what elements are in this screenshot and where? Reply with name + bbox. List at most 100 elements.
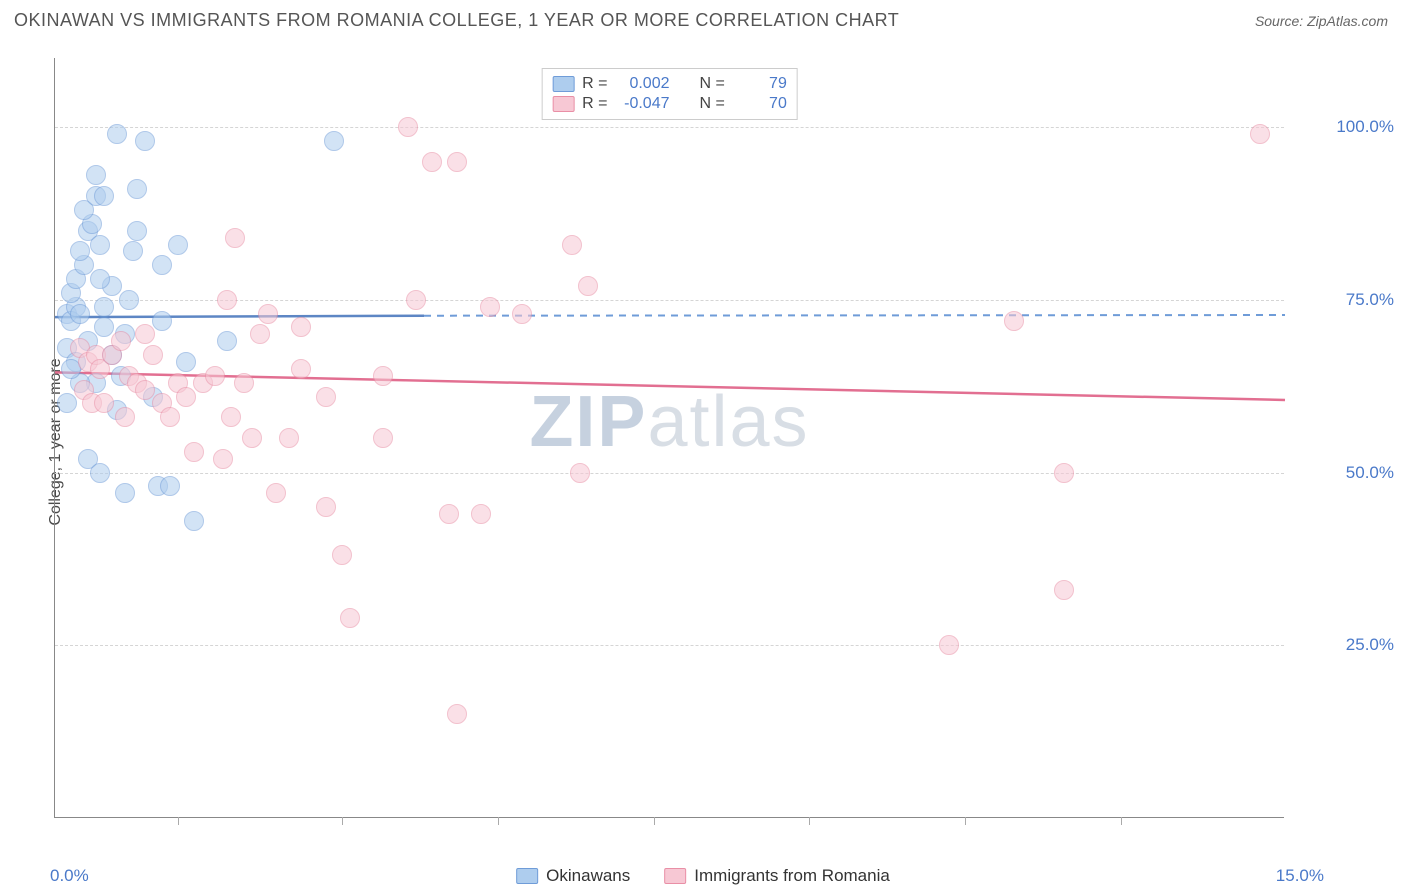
legend-label: Okinawans — [546, 866, 630, 886]
header-row: OKINAWAN VS IMMIGRANTS FROM ROMANIA COLL… — [0, 0, 1406, 35]
legend-swatch — [516, 868, 538, 884]
scatter-point — [90, 235, 110, 255]
scatter-point — [213, 449, 233, 469]
scatter-point — [225, 228, 245, 248]
stat-r-label: R = — [582, 95, 607, 113]
legend-swatch — [664, 868, 686, 884]
scatter-point — [168, 235, 188, 255]
scatter-point — [1250, 124, 1270, 144]
scatter-point — [94, 317, 114, 337]
y-tick-label: 100.0% — [1336, 117, 1394, 137]
x-max-label: 15.0% — [1276, 866, 1324, 886]
scatter-point — [115, 407, 135, 427]
scatter-point — [176, 352, 196, 372]
gridline-h — [55, 127, 1284, 128]
scatter-point — [127, 221, 147, 241]
scatter-point — [570, 463, 590, 483]
scatter-point — [332, 545, 352, 565]
scatter-point — [184, 442, 204, 462]
legend-stats: R =0.002N =79R =-0.047N =70 — [541, 68, 798, 120]
x-tick — [1121, 817, 1122, 825]
stat-n-label: N = — [700, 75, 725, 93]
scatter-point — [373, 428, 393, 448]
x-tick — [965, 817, 966, 825]
scatter-point — [135, 380, 155, 400]
scatter-point — [1054, 463, 1074, 483]
legend-series: Okinawans Immigrants from Romania — [516, 866, 890, 886]
scatter-point — [447, 152, 467, 172]
scatter-point — [316, 497, 336, 517]
scatter-point — [123, 241, 143, 261]
scatter-point — [94, 393, 114, 413]
scatter-point — [57, 393, 77, 413]
scatter-point — [107, 124, 127, 144]
scatter-point — [422, 152, 442, 172]
scatter-point — [316, 387, 336, 407]
chart-area: College, 1 year or more ZIPatlas R =0.00… — [44, 48, 1284, 818]
scatter-point — [86, 165, 106, 185]
scatter-point — [70, 304, 90, 324]
plot-area: ZIPatlas R =0.002N =79R =-0.047N =70 — [54, 58, 1284, 818]
legend-item: Okinawans — [516, 866, 630, 886]
scatter-point — [205, 366, 225, 386]
scatter-point — [291, 359, 311, 379]
scatter-point — [512, 304, 532, 324]
scatter-point — [939, 635, 959, 655]
scatter-point — [340, 608, 360, 628]
scatter-point — [266, 483, 286, 503]
scatter-point — [234, 373, 254, 393]
x-tick — [498, 817, 499, 825]
scatter-point — [562, 235, 582, 255]
y-tick-label: 25.0% — [1346, 635, 1394, 655]
x-tick — [654, 817, 655, 825]
legend-stats-row: R =-0.047N =70 — [552, 95, 787, 113]
chart-title: OKINAWAN VS IMMIGRANTS FROM ROMANIA COLL… — [14, 10, 899, 31]
scatter-point — [279, 428, 299, 448]
x-min-label: 0.0% — [50, 866, 89, 886]
gridline-h — [55, 645, 1284, 646]
stat-n-value: 70 — [733, 95, 787, 113]
x-tick — [178, 817, 179, 825]
stat-r-value: -0.047 — [616, 95, 670, 113]
scatter-point — [111, 331, 131, 351]
scatter-point — [152, 255, 172, 275]
scatter-point — [398, 117, 418, 137]
scatter-point — [152, 311, 172, 331]
scatter-point — [324, 131, 344, 151]
scatter-point — [94, 297, 114, 317]
watermark: ZIPatlas — [529, 381, 809, 463]
scatter-point — [1004, 311, 1024, 331]
scatter-point — [135, 131, 155, 151]
scatter-point — [291, 317, 311, 337]
x-tick — [809, 817, 810, 825]
scatter-point — [250, 324, 270, 344]
scatter-point — [373, 366, 393, 386]
scatter-point — [258, 304, 278, 324]
scatter-point — [439, 504, 459, 524]
gridline-h — [55, 300, 1284, 301]
scatter-point — [480, 297, 500, 317]
scatter-point — [184, 511, 204, 531]
stat-r-value: 0.002 — [616, 75, 670, 93]
scatter-point — [143, 345, 163, 365]
scatter-point — [471, 504, 491, 524]
y-tick-label: 50.0% — [1346, 463, 1394, 483]
scatter-point — [115, 483, 135, 503]
scatter-point — [217, 331, 237, 351]
scatter-point — [217, 290, 237, 310]
gridline-h — [55, 473, 1284, 474]
scatter-point — [70, 241, 90, 261]
legend-label: Immigrants from Romania — [694, 866, 890, 886]
x-tick — [342, 817, 343, 825]
scatter-point — [119, 290, 139, 310]
source-attribution: Source: ZipAtlas.com — [1255, 13, 1388, 29]
legend-swatch — [552, 96, 574, 112]
scatter-point — [160, 407, 180, 427]
scatter-point — [127, 179, 147, 199]
scatter-point — [447, 704, 467, 724]
y-tick-label: 75.0% — [1346, 290, 1394, 310]
scatter-point — [160, 476, 180, 496]
scatter-point — [242, 428, 262, 448]
scatter-point — [406, 290, 426, 310]
scatter-point — [90, 463, 110, 483]
